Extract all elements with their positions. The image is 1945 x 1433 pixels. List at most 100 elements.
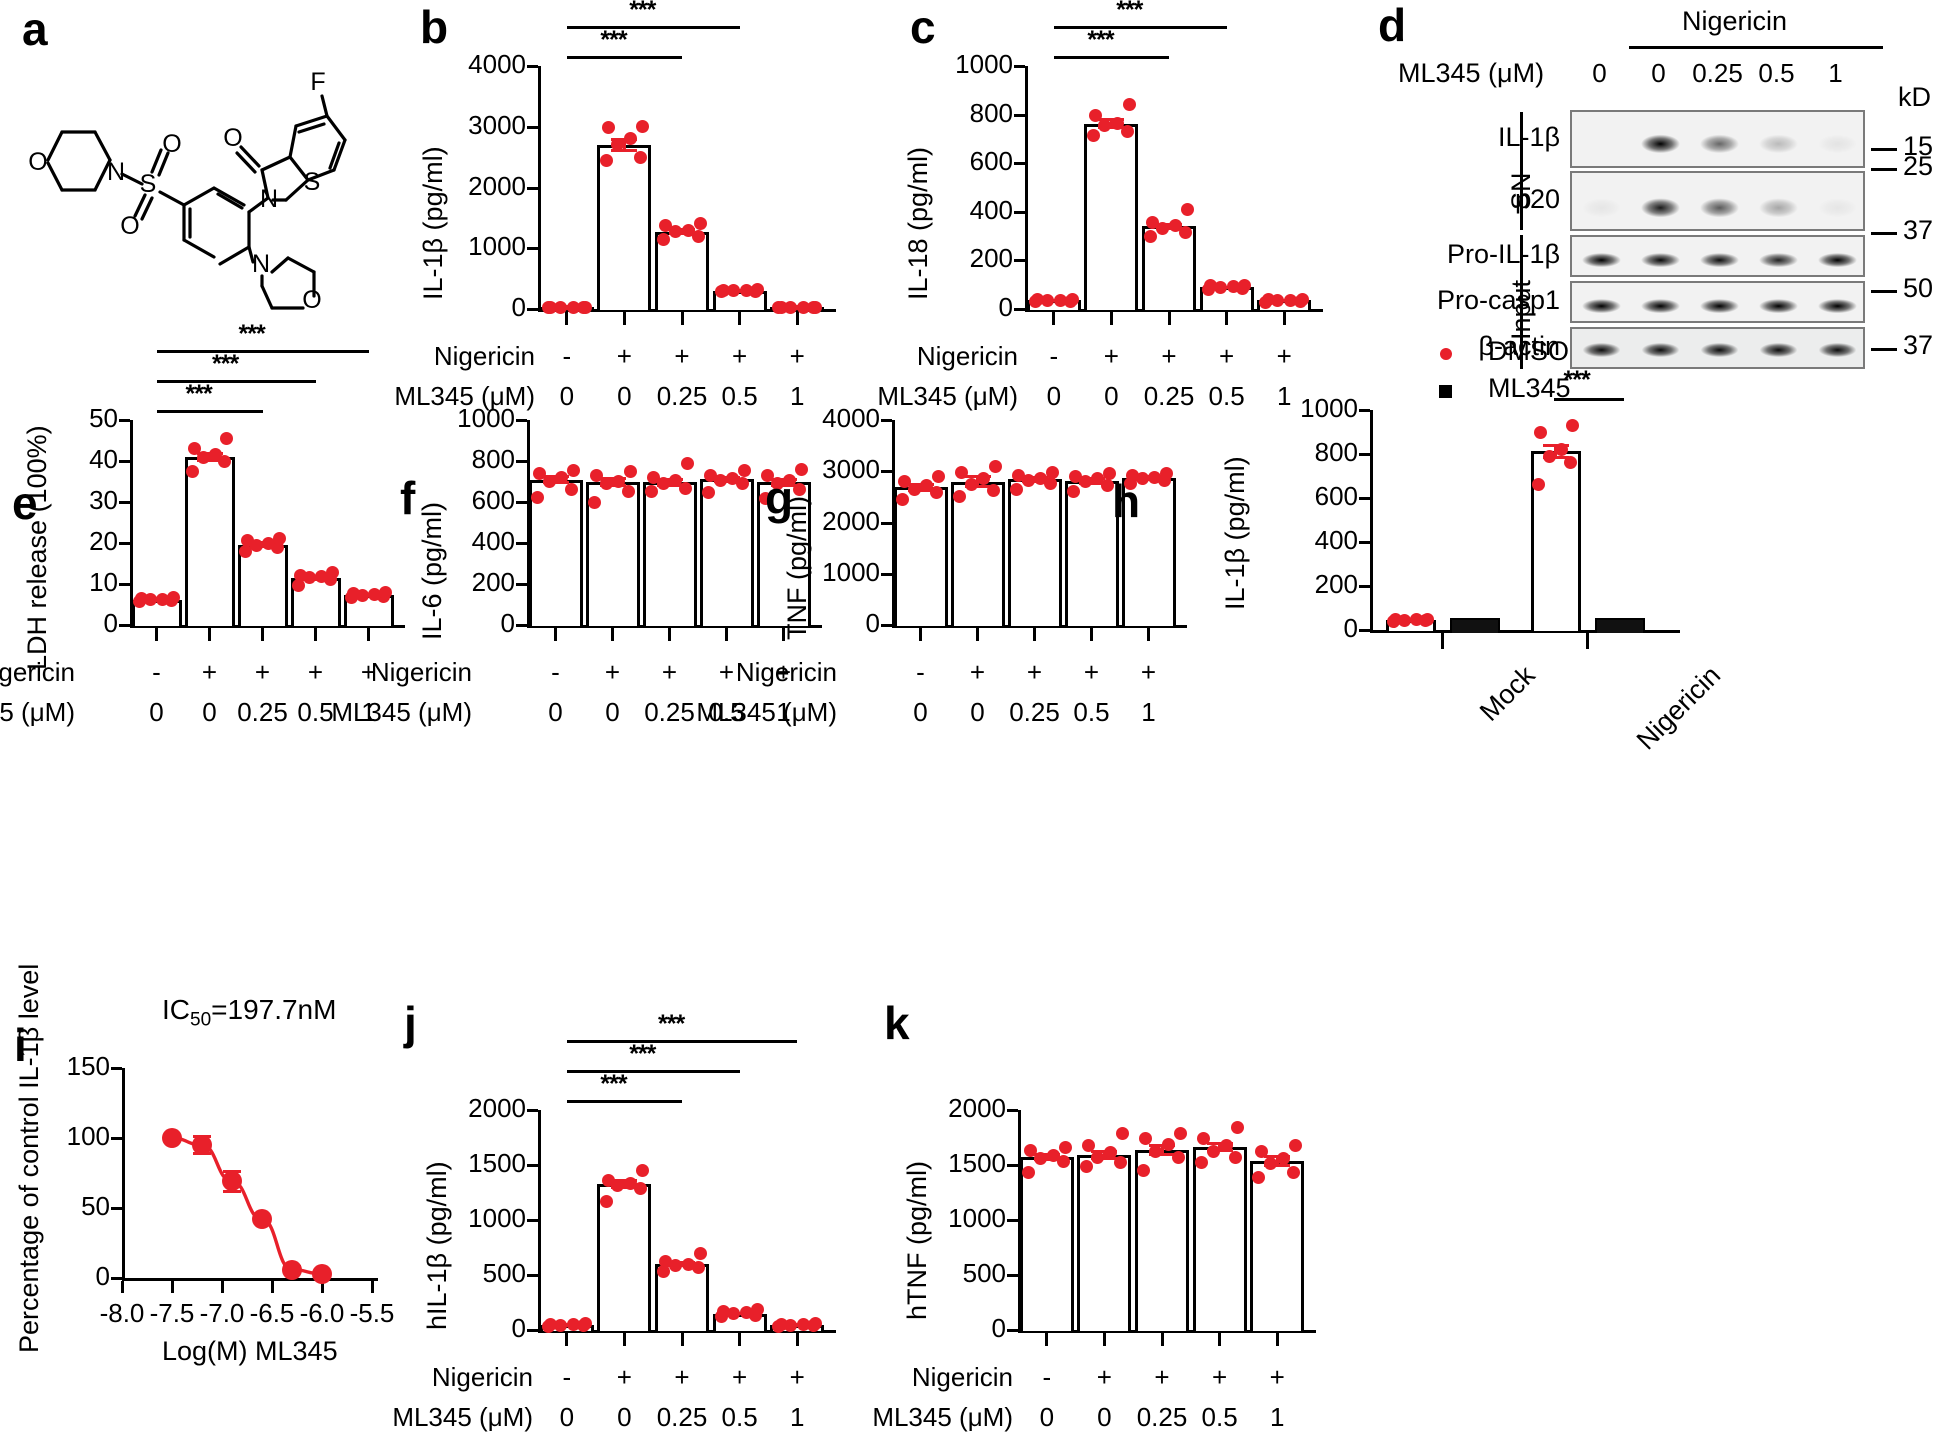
data-point	[273, 532, 286, 546]
x-tick	[1225, 312, 1229, 325]
chart-h: 0 200 400 600 800 1000 IL-1β (pg/ml) DMSO ML345 M…	[1180, 336, 1945, 755]
ml345-marker-fill	[1596, 619, 1643, 633]
significance-stars: ***	[629, 1040, 656, 1068]
y-axis-title: IL-1β (pg/ml)	[1220, 456, 1250, 610]
y-tick-label: 2000	[822, 505, 880, 536]
y-axis-line	[130, 420, 133, 625]
chart-k: 0 500 1000 1500 2000 hTNF (pg/ml) Nigericin - + +…	[872, 1000, 1350, 1432]
ml345-dose-value: 1	[1828, 58, 1843, 88]
significance-stars: ***	[185, 380, 213, 408]
x-row-label: ML345 (μM)	[872, 1402, 1013, 1432]
data-point	[797, 300, 811, 314]
significance-stars: ***	[212, 350, 239, 378]
ic50-value: =197.7nM	[211, 994, 337, 1025]
y-tick-label: 800	[471, 444, 515, 474]
data-point	[1137, 1164, 1151, 1177]
data-point	[1206, 1145, 1220, 1159]
x-tick	[622, 312, 626, 325]
y-tick	[516, 501, 527, 504]
bar	[950, 481, 1005, 626]
ic50-base: IC	[162, 994, 190, 1025]
x-row-value: 0.5	[1073, 697, 1110, 727]
y-tick	[111, 1067, 122, 1070]
x-tick	[976, 628, 979, 641]
data-point	[1277, 1151, 1291, 1165]
atom-label-N: N	[260, 185, 278, 213]
x-tick	[1167, 312, 1171, 325]
data-point	[1088, 109, 1102, 123]
data-point	[379, 585, 392, 599]
x-tick	[1441, 633, 1444, 649]
data-point	[239, 544, 252, 558]
data-point	[197, 451, 210, 465]
y-tick	[527, 65, 538, 68]
x-row-value: 1	[1141, 697, 1156, 727]
data-point	[1534, 425, 1547, 439]
x-row-value: -	[562, 341, 572, 371]
data-point	[1139, 1132, 1153, 1146]
x-row-value: 0	[1046, 381, 1062, 411]
data-point	[209, 448, 222, 462]
y-tick	[1014, 308, 1025, 311]
y-tick-label: 2000	[948, 1093, 1006, 1123]
significance-line	[1053, 26, 1227, 29]
data-point	[624, 132, 638, 146]
x-axis-line	[892, 625, 1187, 628]
data-point	[1053, 293, 1067, 307]
x-tick	[155, 628, 158, 641]
x-tick	[1102, 1333, 1106, 1346]
significance-stars: ***	[1087, 26, 1114, 54]
x-row-value: 0.5	[1208, 381, 1245, 411]
kd-value: 37	[1903, 330, 1934, 360]
bar	[1007, 479, 1062, 626]
atom-label-S: S	[140, 170, 157, 198]
y-tick	[881, 470, 892, 474]
x-row-value: 0	[913, 697, 928, 727]
y-tick-label: 50	[81, 1191, 110, 1221]
ic50-annotation: IC50=197.7nM	[162, 994, 336, 1032]
y-tick	[119, 419, 130, 422]
data-point	[656, 477, 670, 491]
y-axis-title: IL-6 (pg/ml)	[417, 501, 447, 640]
data-point	[220, 431, 233, 445]
x-row-value: 1	[776, 697, 791, 727]
data-point	[1086, 128, 1100, 142]
data-point	[679, 482, 693, 496]
data-point	[1219, 1138, 1233, 1152]
y-tick	[119, 501, 130, 504]
legend-marker-dmso	[1440, 348, 1452, 360]
data-point	[669, 1259, 683, 1273]
data-point	[1194, 1156, 1208, 1170]
data-point	[657, 1265, 671, 1279]
y-axis-line	[1025, 66, 1028, 309]
y-tick-label: 1500	[948, 1148, 1006, 1178]
y-tick	[1359, 497, 1370, 500]
atom-label-O: O	[28, 148, 47, 176]
data-point	[1229, 1150, 1243, 1164]
y-tick-label: 20	[89, 526, 118, 556]
kd-value: 50	[1903, 273, 1934, 303]
x-row-value: 0.25	[237, 697, 288, 727]
data-point	[1284, 293, 1298, 307]
data-point	[611, 1179, 625, 1193]
x-tick-label: -8.0	[99, 1298, 145, 1328]
ml345-dose-row-label: ML345 (μM)	[1398, 58, 1545, 88]
x-row-value: +	[254, 657, 271, 687]
x-row-label: Nigericin	[0, 657, 75, 687]
y-tick-label: 0	[500, 608, 515, 638]
data-point	[1040, 293, 1054, 307]
data-point	[1173, 1126, 1187, 1140]
data-point	[292, 579, 305, 593]
data-point	[1066, 485, 1080, 499]
data-point	[1144, 229, 1158, 243]
ml345-dose-value: 0.5	[1758, 58, 1795, 88]
error-cap	[669, 232, 695, 236]
x-row-value: +	[1103, 341, 1119, 371]
data-point	[565, 483, 579, 497]
data-point	[544, 1318, 558, 1331]
x-row-value: +	[1219, 341, 1235, 371]
data-point	[1543, 449, 1556, 463]
x-tick	[1218, 1333, 1222, 1346]
ml345-dose-value: 0	[1592, 58, 1607, 88]
x-row-value: +	[1269, 1362, 1285, 1392]
